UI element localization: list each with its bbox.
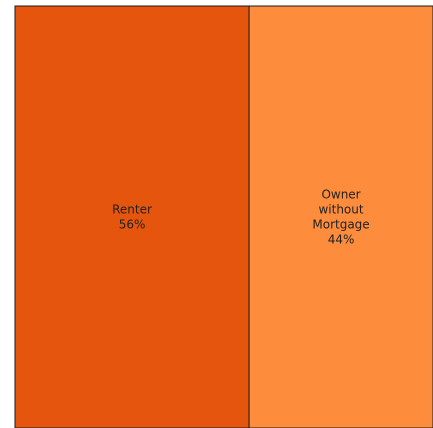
treemap-labels: Renter 56% Owner without Mortgage 44% [112, 188, 370, 247]
treemap-tiles [14, 5, 433, 428]
tile-value-label: 44% [328, 233, 355, 247]
tile-value-label: 56% [119, 218, 146, 232]
tile-category-line: Renter [112, 203, 152, 217]
treemap-tile-label-1: Owner without Mortgage 44% [312, 188, 369, 247]
tile-category-line: without [318, 203, 363, 217]
treemap-tile-label-0: Renter 56% [112, 203, 152, 232]
tile-category-line: Owner [321, 188, 360, 202]
tile-category-line: Mortgage [312, 218, 369, 232]
treemap-tile-1 [248, 5, 433, 428]
treemap-tile-0 [14, 5, 250, 428]
